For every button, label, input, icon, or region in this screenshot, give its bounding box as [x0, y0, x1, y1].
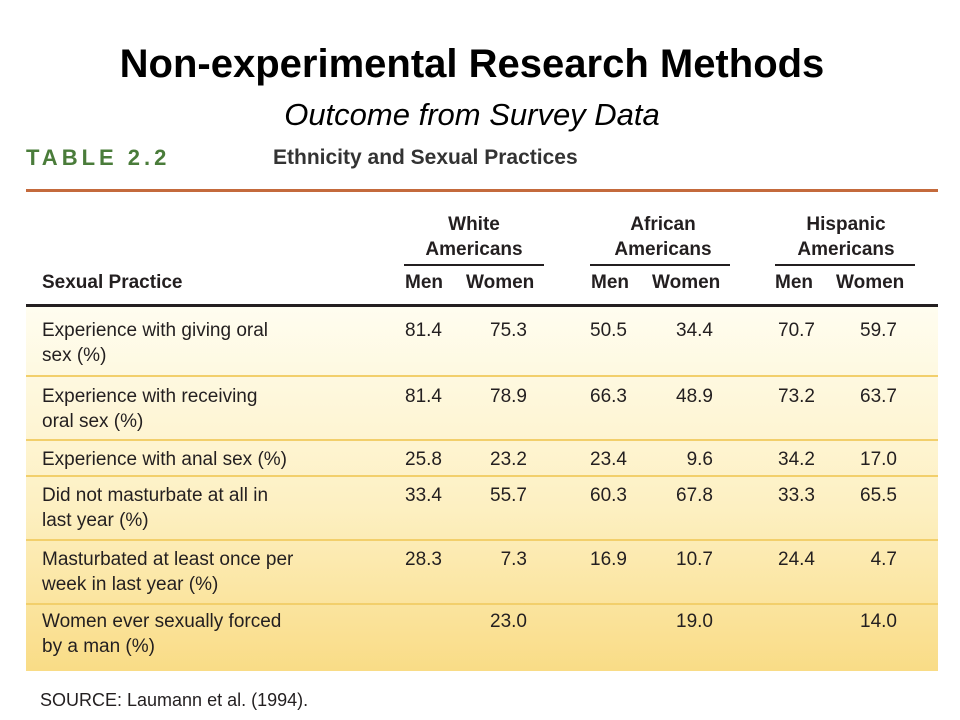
- col-head-white-women: Women: [466, 272, 535, 293]
- col-head-african-men: Men: [591, 272, 629, 293]
- cell-african-women: 34.4: [676, 320, 713, 341]
- group-header-african: African Americans: [614, 214, 712, 260]
- cell-hispanic-women: 59.7: [860, 320, 897, 341]
- group-underline-african: [590, 264, 730, 266]
- cell-african-men: 23.4: [590, 449, 627, 470]
- row-label: Masturbated at least once per week in la…: [42, 549, 294, 595]
- table-top-rule: [26, 189, 938, 192]
- cell-white-women: 55.7: [490, 485, 527, 506]
- table-row: Did not masturbate at all in last year (…: [26, 477, 938, 541]
- group-header-hispanic: Hispanic Americans: [797, 214, 895, 260]
- row-label: Experience with giving oral sex (%): [42, 320, 269, 366]
- cell-white-women: 75.3: [490, 320, 527, 341]
- table-title: Ethnicity and Sexual Practices: [273, 146, 578, 169]
- col-head-hispanic-women: Women: [836, 272, 905, 293]
- cell-african-men: 60.3: [590, 485, 627, 506]
- cell-african-women: 19.0: [676, 611, 713, 632]
- cell-african-men: 50.5: [590, 320, 627, 341]
- cell-african-men: 66.3: [590, 386, 627, 407]
- col-head-white-men: Men: [405, 272, 443, 293]
- table-caption: TABLE 2.2 Ethnicity and Sexual Practices: [26, 143, 938, 177]
- cell-african-women: 67.8: [676, 485, 713, 506]
- table-row: Women ever sexually forced by a man (%) …: [26, 605, 938, 671]
- cell-white-men: 25.8: [405, 449, 442, 470]
- table-body: Experience with giving oral sex (%) 81.4…: [26, 307, 938, 671]
- cell-white-men: 33.4: [405, 485, 442, 506]
- cell-hispanic-men: 73.2: [778, 386, 815, 407]
- slide-subtitle: Outcome from Survey Data: [284, 97, 660, 132]
- table-row: Experience with receiving oral sex (%) 8…: [26, 377, 938, 441]
- group-header-white: White Americans: [425, 214, 523, 260]
- col-head-hispanic-men: Men: [775, 272, 813, 293]
- cell-african-men: 16.9: [590, 549, 627, 570]
- row-label: Did not masturbate at all in last year (…: [42, 485, 269, 531]
- group-underline-hispanic: [775, 264, 915, 266]
- cell-hispanic-women: 14.0: [860, 611, 897, 632]
- cell-african-women: 10.7: [676, 549, 713, 570]
- row-label: Women ever sexually forced by a man (%): [42, 611, 282, 657]
- table-number: TABLE 2.2: [26, 145, 171, 170]
- table-row: Experience with giving oral sex (%) 81.4…: [26, 307, 938, 377]
- row-label: Experience with anal sex (%): [42, 449, 287, 470]
- slide-title: Non-experimental Research Methods: [119, 42, 825, 86]
- cell-african-women: 9.6: [686, 449, 713, 470]
- group-underline-white: [404, 264, 544, 266]
- col-head-african-women: Women: [652, 272, 721, 293]
- cell-hispanic-men: 34.2: [778, 449, 815, 470]
- table-row: Masturbated at least once per week in la…: [26, 541, 938, 605]
- table-header: White Americans Men Women African Americ…: [26, 192, 938, 304]
- cell-hispanic-women: 65.5: [860, 485, 897, 506]
- cell-hispanic-women: 17.0: [860, 449, 897, 470]
- cell-hispanic-women: 4.7: [870, 549, 897, 570]
- cell-white-women: 23.0: [490, 611, 527, 632]
- table-header-rule: [26, 304, 938, 307]
- cell-hispanic-men: 70.7: [778, 320, 815, 341]
- cell-hispanic-women: 63.7: [860, 386, 897, 407]
- row-label: Experience with receiving oral sex (%): [42, 386, 258, 432]
- cell-white-women: 7.3: [500, 549, 527, 570]
- table-source: SOURCE: Laumann et al. (1994).: [40, 690, 309, 710]
- cell-hispanic-men: 24.4: [778, 549, 815, 570]
- cell-white-men: 81.4: [405, 386, 442, 407]
- cell-white-men: 28.3: [405, 549, 442, 570]
- cell-hispanic-men: 33.3: [778, 485, 815, 506]
- practice-column-header: Sexual Practice: [42, 272, 183, 293]
- cell-white-women: 23.2: [490, 449, 527, 470]
- cell-white-women: 78.9: [490, 386, 527, 407]
- cell-african-women: 48.9: [676, 386, 713, 407]
- cell-white-men: 81.4: [405, 320, 442, 341]
- table-row: Experience with anal sex (%) 25.8 23.2 2…: [26, 441, 938, 477]
